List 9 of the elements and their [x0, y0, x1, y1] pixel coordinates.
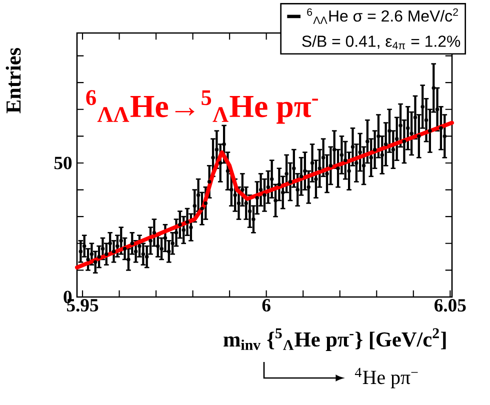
text: $^{4}$He pπ$^{−}$: [354, 368, 418, 388]
x-tick-label: 6: [262, 299, 270, 312]
annotation: S/B = 0.41, ε$_{4π}$ = 1.2%: [302, 35, 460, 50]
text: m$_{inv}$ {$^{5}$$_{Λ}$He pπ$^{-}$} [GeV/c$^{2}$]: [224, 328, 446, 351]
y-axis-title: Entries: [6, 48, 21, 114]
legend-label: 6$_{ΛΛ}$He σ = 2.6 MeV/c$^{2}$: [307, 8, 458, 24]
annotation: 6$_{ΛΛ}$He→$^{5}$$_{Λ}$He pπ$^{-}$: [86, 90, 318, 124]
x-tick-label: 6.05: [434, 299, 466, 312]
y-tick-label: 50: [54, 156, 72, 170]
